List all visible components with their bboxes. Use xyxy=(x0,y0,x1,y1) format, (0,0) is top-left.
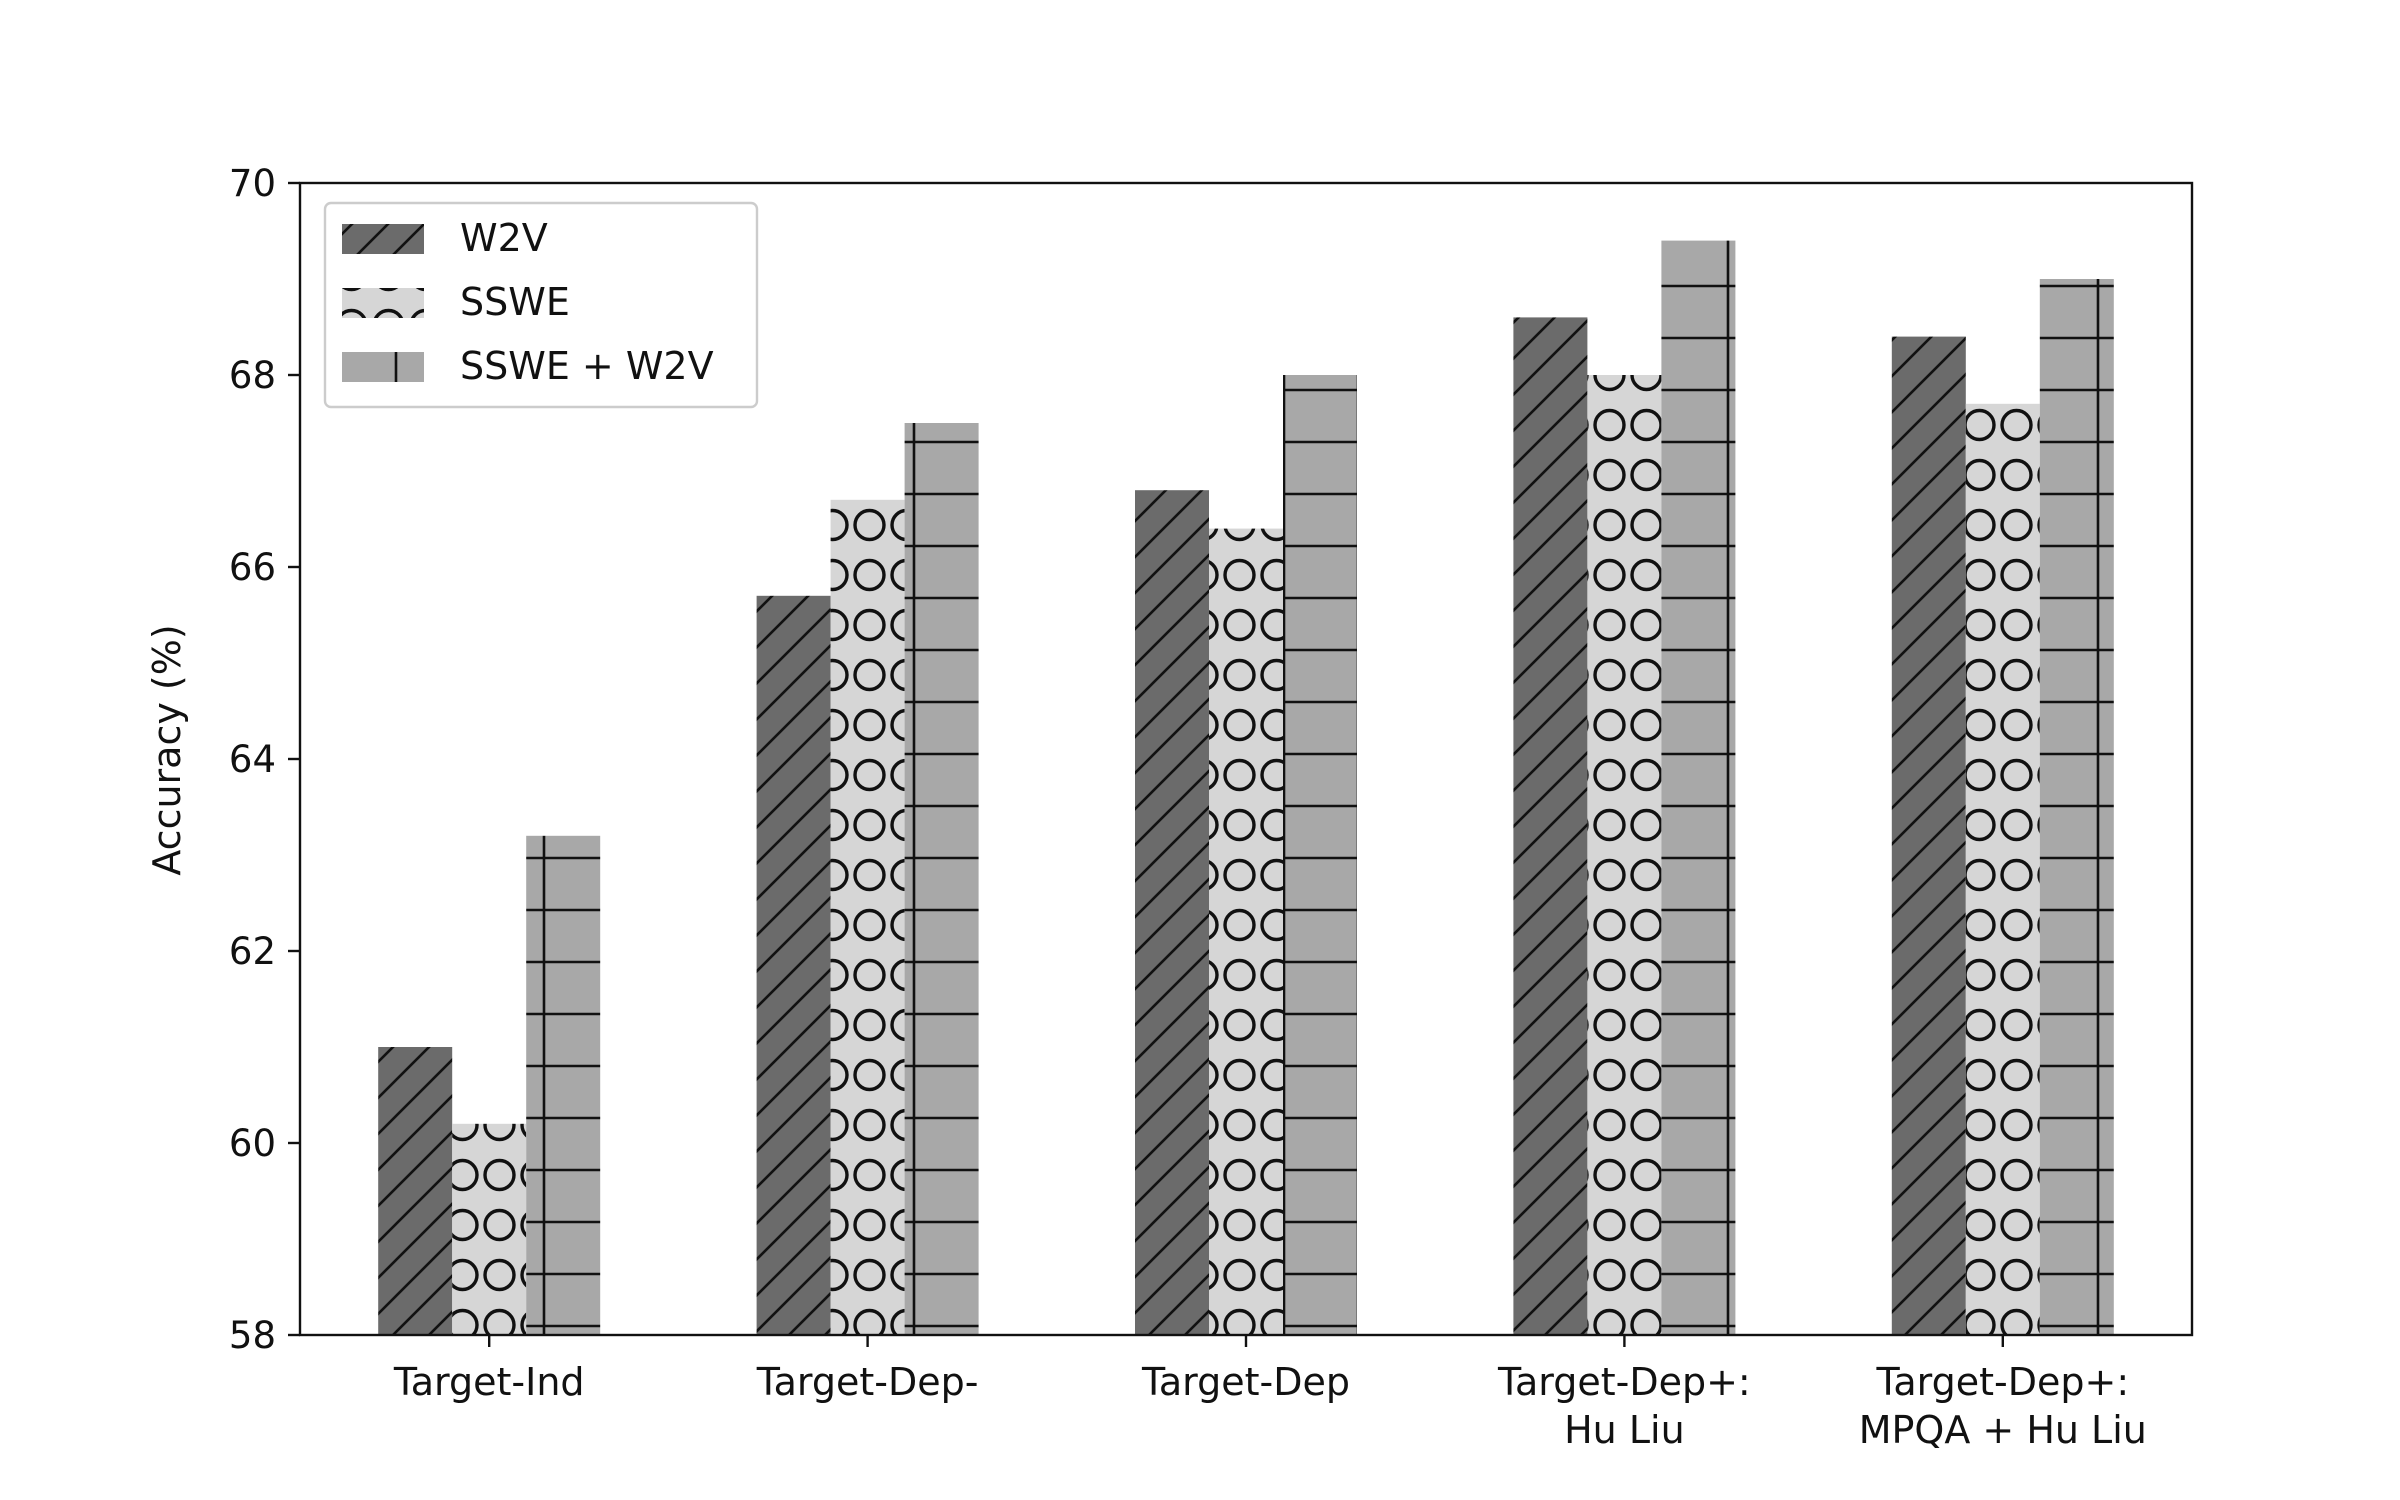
bar-w2v-5 xyxy=(1891,336,1966,1336)
bar-sswe-w2v-4 xyxy=(1661,240,1736,1336)
y-axis-label: Accuracy (%) xyxy=(145,624,189,875)
bar-w2v-3 xyxy=(1135,490,1209,1335)
legend-box xyxy=(323,201,759,409)
x-tick-label: MPQA + Hu Liu xyxy=(1859,1408,2147,1452)
bar-sswe-1 xyxy=(452,1123,527,1335)
bar-sswe-w2v-2 xyxy=(904,423,979,1335)
bars-layer xyxy=(378,240,2114,1336)
legend-label: W2V xyxy=(460,216,548,260)
bar-sswe-w2v-3 xyxy=(1283,375,1357,1335)
legend-label: SSWE xyxy=(460,280,570,324)
x-tick-label: Target-Ind xyxy=(393,1360,585,1404)
bar-w2v-2 xyxy=(756,595,831,1335)
bar-sswe-w2v-5 xyxy=(2039,279,2114,1335)
legend-label: SSWE + W2V xyxy=(460,344,714,388)
y-tick-label: 60 xyxy=(229,1122,276,1165)
bar-sswe-w2v-1 xyxy=(526,835,601,1335)
y-tick-label: 62 xyxy=(229,930,276,973)
legend-swatch xyxy=(342,288,424,318)
bar-sswe-4 xyxy=(1587,375,1662,1335)
bar-w2v-1 xyxy=(378,1047,453,1335)
bar-sswe-2 xyxy=(830,499,905,1335)
y-tick-label: 66 xyxy=(229,546,276,589)
y-tick-label: 64 xyxy=(229,738,276,781)
x-tick-label: Hu Liu xyxy=(1564,1408,1685,1452)
y-tick-label: 58 xyxy=(229,1314,276,1357)
bar-w2v-4 xyxy=(1513,317,1588,1335)
legend: W2V SSWE SSWE + W2V xyxy=(323,201,759,409)
bar-sswe-3 xyxy=(1209,528,1283,1335)
bar-sswe-5 xyxy=(1965,403,2040,1335)
legend-swatch xyxy=(342,352,424,382)
x-tick-label: Target-Dep+: xyxy=(1875,1360,2129,1404)
x-tick-label: Target-Dep+: xyxy=(1497,1360,1751,1404)
legend-swatch xyxy=(342,224,424,254)
y-tick-label: 70 xyxy=(229,162,276,205)
y-tick-label: 68 xyxy=(229,354,276,397)
x-tick-label: Target-Dep xyxy=(1141,1360,1350,1404)
x-tick-label: Target-Dep- xyxy=(756,1360,979,1404)
axis-ticks: 58 60 62 64 66 68 70 Target-Ind Target-Dep- Targe… xyxy=(229,162,2147,1452)
